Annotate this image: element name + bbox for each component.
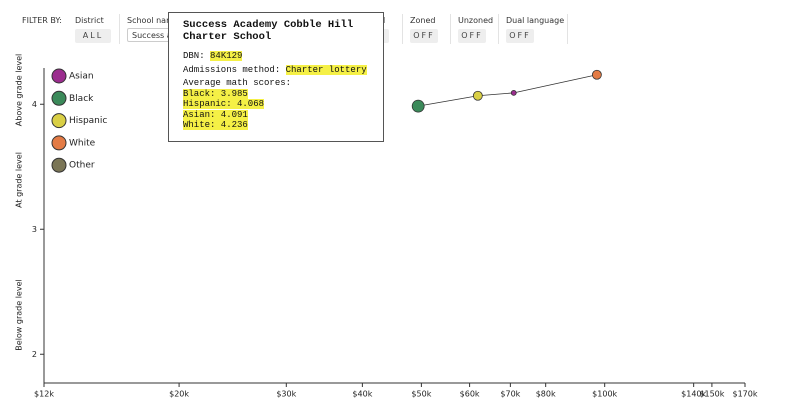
y-band-label: At grade level [15, 152, 24, 208]
dbn: 84K129 [210, 51, 243, 61]
divider [498, 14, 499, 44]
x-tick-label: $60k [460, 390, 480, 399]
x-tick-label: $140k [681, 390, 706, 399]
tooltip-title: Success Academy Cobble Hill Charter Scho… [183, 19, 354, 43]
x-tick-label: $40k [352, 390, 372, 399]
legend-label: Hispanic [69, 116, 107, 126]
legend-swatch [51, 113, 67, 129]
divider [402, 14, 403, 44]
divider [119, 14, 120, 44]
y-tick-label: 3 [32, 225, 37, 234]
y-tick-label: 2 [32, 350, 37, 359]
score: Black: 3.985 [183, 88, 248, 99]
scores-label: Average math scores: [183, 78, 292, 88]
score-row: White: 4.236 [183, 120, 369, 131]
divider [450, 14, 451, 44]
x-tick-label: $70k [500, 390, 520, 399]
filter-title: FILTER BY: [22, 16, 62, 25]
filter-label: Unzoned [458, 16, 494, 25]
filter-label: School name [127, 16, 179, 25]
legend-label: Other [69, 161, 95, 171]
legend-swatch [51, 135, 67, 151]
legend-swatch [51, 90, 67, 106]
x-tick-label: $80k [536, 390, 556, 399]
y-tick-label: 4 [32, 100, 37, 109]
x-tick-label: $50k [411, 390, 431, 399]
x-tick-label: $100k [592, 390, 617, 399]
score-row: Hispanic: 4.068 [183, 99, 369, 110]
filter-label: Zoned [410, 16, 436, 25]
x-tick-label: $150k [699, 390, 724, 399]
divider [567, 14, 568, 44]
admissions-row: Admissions method: Charter lottery [183, 64, 369, 76]
dbn-label: DBN: [183, 51, 205, 61]
tooltip: Success Academy Cobble Hill Charter Scho… [168, 12, 384, 142]
toggle-button[interactable]: OFF [410, 29, 438, 43]
score-row: Asian: 4.091 [183, 109, 369, 121]
legend-label: Black [69, 94, 94, 104]
legend-label: White [69, 138, 96, 148]
legend-swatch [51, 157, 67, 173]
x-tick-label: $12k [34, 390, 54, 399]
legend-swatch [51, 68, 67, 84]
toggle-button[interactable]: OFF [506, 29, 534, 43]
score: Asian: 4.091 [183, 109, 248, 120]
admissions: Charter lottery [285, 64, 367, 75]
connector-line [418, 74, 597, 107]
scores: Black: 3.985 Hispanic: 4.068 Asian: 4.091 W… [183, 88, 369, 131]
score: White: 4.236 [183, 120, 248, 130]
legend-label: Asian [69, 72, 94, 82]
score: Hispanic: 4.068 [183, 99, 265, 109]
filter-label: District [75, 16, 104, 25]
point [411, 99, 425, 113]
point [472, 90, 483, 101]
filter-label: Dual language [506, 16, 565, 25]
point [510, 89, 517, 96]
y-band-label: Below grade level [15, 279, 24, 350]
dbn-row: DBN: 84K129 [183, 51, 369, 62]
admissions-label: Admissions method: [183, 64, 281, 75]
toggle-button[interactable]: OFF [458, 29, 486, 43]
y-band-label: Above grade level [15, 54, 24, 126]
x-tick-label: $170k [733, 390, 758, 399]
x-tick-label: $30k [276, 390, 296, 399]
point [591, 69, 602, 80]
x-tick-label: $20k [169, 390, 189, 399]
toggle-button[interactable]: ALL [75, 29, 111, 43]
score-row: Black: 3.985 [183, 88, 369, 100]
